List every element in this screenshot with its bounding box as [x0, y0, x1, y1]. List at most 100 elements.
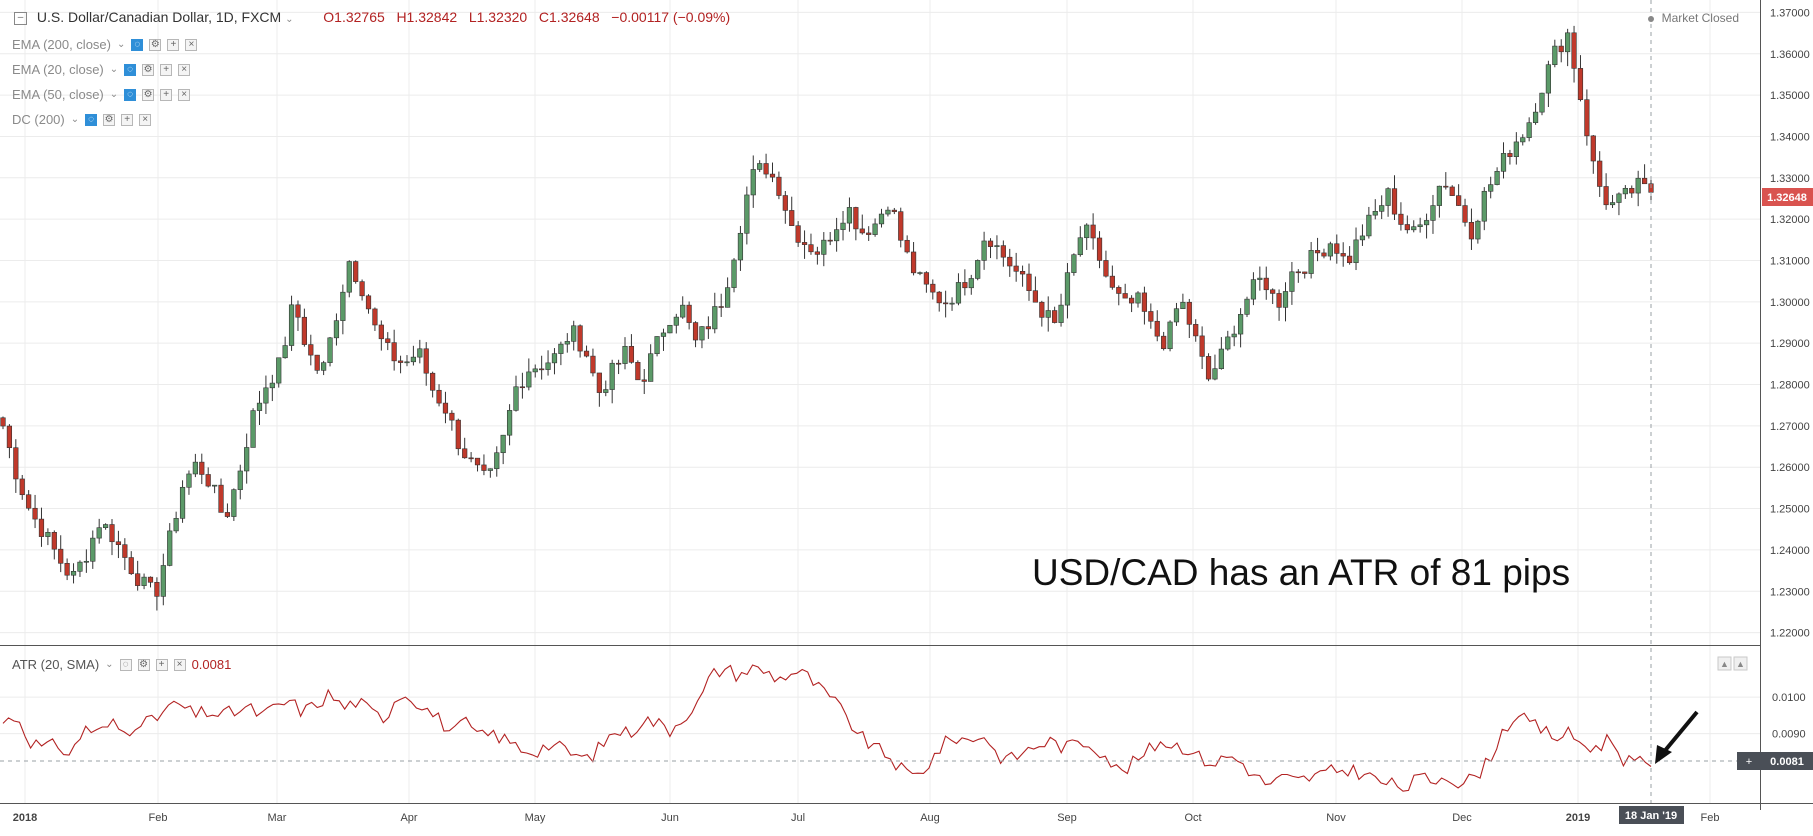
- atr-tick-label: 0.0100: [1772, 692, 1806, 704]
- candle: [0, 416, 6, 430]
- candle: [1225, 330, 1231, 351]
- svg-text:▲: ▲: [1736, 659, 1745, 669]
- candle: [859, 214, 865, 235]
- candle: [1250, 272, 1257, 306]
- candle: [1321, 248, 1327, 259]
- gear-icon[interactable]: ⚙: [137, 658, 150, 671]
- chevron-down-icon[interactable]: ⌄: [285, 14, 294, 25]
- ohlc-open: O1.32765: [323, 9, 385, 25]
- candle: [231, 488, 237, 521]
- candle: [1238, 308, 1244, 348]
- indicator-row-ema200[interactable]: EMA (200, close) ⌄ ◌ ⚙ + ×: [12, 37, 198, 52]
- price-tick-label: 1.36000: [1770, 49, 1810, 61]
- candle: [1558, 39, 1564, 63]
- candle: [122, 538, 128, 571]
- candle: [500, 434, 506, 465]
- candle: [1007, 248, 1013, 277]
- ohlc-close: C1.32648: [538, 9, 600, 25]
- candle: [32, 494, 38, 529]
- candle: [385, 332, 391, 351]
- visibility-icon[interactable]: ◌: [85, 113, 98, 126]
- close-icon[interactable]: ×: [178, 88, 191, 101]
- candle: [301, 308, 307, 347]
- close-icon[interactable]: ×: [185, 38, 198, 51]
- chevron-down-icon[interactable]: ⌄: [70, 114, 80, 125]
- visibility-icon[interactable]: ◌: [124, 88, 137, 101]
- candle: [981, 231, 987, 270]
- time-tick-label: 2019: [1566, 812, 1590, 824]
- gear-icon[interactable]: ⚙: [149, 38, 162, 51]
- visibility-icon[interactable]: ◌: [124, 63, 137, 76]
- gear-icon[interactable]: ⚙: [142, 88, 155, 101]
- candle: [494, 446, 500, 477]
- chevron-down-icon[interactable]: ⌄: [109, 89, 119, 100]
- candle: [1013, 252, 1019, 282]
- candle: [1417, 217, 1423, 233]
- add-icon[interactable]: +: [155, 658, 168, 671]
- candle: [1218, 337, 1224, 370]
- candle: [1032, 276, 1039, 303]
- close-icon[interactable]: ×: [139, 113, 152, 126]
- gear-icon[interactable]: ⚙: [142, 63, 155, 76]
- candle: [878, 208, 885, 228]
- candle: [1597, 151, 1603, 197]
- annotation-text: USD/CAD has an ATR of 81 pips: [1032, 552, 1570, 593]
- time-tick-label: Feb: [149, 812, 168, 824]
- close-icon[interactable]: ×: [178, 63, 191, 76]
- candle: [372, 307, 378, 331]
- gear-icon[interactable]: ⚙: [103, 113, 116, 126]
- candle: [628, 334, 635, 364]
- candle: [160, 553, 166, 606]
- candle: [397, 355, 404, 374]
- add-icon[interactable]: +: [121, 113, 134, 126]
- candle: [128, 551, 134, 575]
- add-icon[interactable]: +: [167, 38, 180, 51]
- indicator-row-ema50[interactable]: EMA (50, close) ⌄ ◌ ⚙ + ×: [12, 87, 191, 102]
- visibility-icon[interactable]: ◌: [119, 658, 132, 671]
- add-icon[interactable]: +: [160, 88, 173, 101]
- candle: [1475, 219, 1481, 244]
- close-icon[interactable]: ×: [173, 658, 186, 671]
- candle: [308, 334, 314, 366]
- candle: [866, 226, 872, 241]
- candle: [1167, 320, 1173, 352]
- candle: [1173, 302, 1180, 326]
- candle: [885, 206, 891, 217]
- candle: [1545, 60, 1552, 108]
- symbol-title: U.S. Dollar/Canadian Dollar, 1D, FXCM: [36, 9, 282, 25]
- visibility-icon[interactable]: ◌: [131, 38, 144, 51]
- candle: [1385, 187, 1391, 217]
- indicator-row-dc200[interactable]: DC (200) ⌄ ◌ ⚙ + ×: [12, 112, 152, 127]
- candle: [179, 480, 186, 523]
- candle: [77, 560, 83, 577]
- candle: [199, 453, 205, 485]
- indicator-row-ema20[interactable]: EMA (20, close) ⌄ ◌ ⚙ + ×: [12, 62, 191, 77]
- candle: [1212, 354, 1218, 381]
- candle: [147, 576, 154, 588]
- candle: [840, 211, 846, 241]
- add-icon[interactable]: +: [160, 63, 173, 76]
- candle: [718, 293, 724, 317]
- candle: [1231, 325, 1237, 347]
- candle: [558, 341, 564, 366]
- candle: [327, 336, 333, 367]
- atr-legend[interactable]: ATR (20, SMA) ⌄ ◌ ⚙ + × 0.0081: [12, 657, 231, 672]
- candle: [782, 191, 788, 224]
- candle: [1276, 289, 1282, 321]
- candle: [955, 273, 962, 306]
- candle: [994, 235, 1000, 260]
- candle: [1539, 92, 1545, 116]
- symbol-legend[interactable]: – U.S. Dollar/Canadian Dollar, 1D, FXCM …: [14, 9, 730, 25]
- candle: [1289, 261, 1295, 305]
- chevron-down-icon[interactable]: ⌄: [105, 659, 114, 670]
- collapse-icon[interactable]: –: [14, 11, 27, 25]
- price-tick-label: 1.33000: [1770, 173, 1810, 185]
- candle: [237, 464, 243, 500]
- candle: [449, 410, 455, 431]
- chevron-down-icon[interactable]: ⌄: [117, 39, 126, 50]
- chevron-down-icon[interactable]: ⌄: [109, 64, 119, 75]
- candle: [789, 196, 795, 226]
- pane-scroll-buttons[interactable]: ▲ ▲: [1717, 656, 1748, 671]
- indicator-label: EMA (200, close): [12, 37, 111, 52]
